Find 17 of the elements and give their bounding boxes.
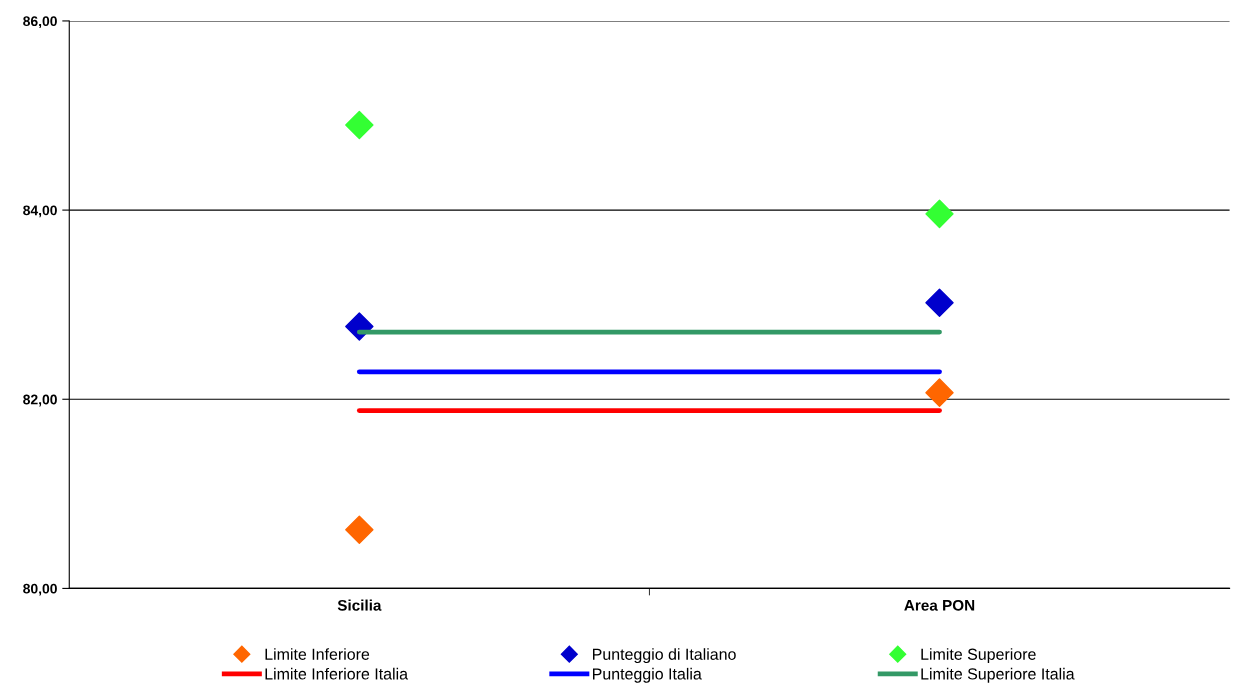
x-tick-label: Sicilia (337, 599, 382, 611)
point (345, 515, 374, 545)
y-tick-label: 80,00 (23, 583, 57, 596)
legend-label: Limite Inferiore (265, 648, 370, 660)
point (925, 199, 954, 229)
point (925, 288, 954, 318)
legend-label: Limite Inferiore Italia (265, 667, 409, 680)
legend-label: Punteggio di Italiano (593, 648, 736, 664)
y-tick-label: 84,00 (23, 205, 57, 218)
y-tick-label: 82,00 (23, 394, 57, 407)
x-tick-label: Area PON (904, 599, 975, 611)
y-tick-label: 86,00 (23, 16, 57, 29)
point (925, 378, 954, 407)
legend-label: Punteggio Italia (593, 667, 702, 683)
legend-label: Limite Superiore Italia (921, 667, 1075, 683)
point (345, 110, 374, 140)
legend-label: Limite Superiore (921, 648, 1036, 664)
